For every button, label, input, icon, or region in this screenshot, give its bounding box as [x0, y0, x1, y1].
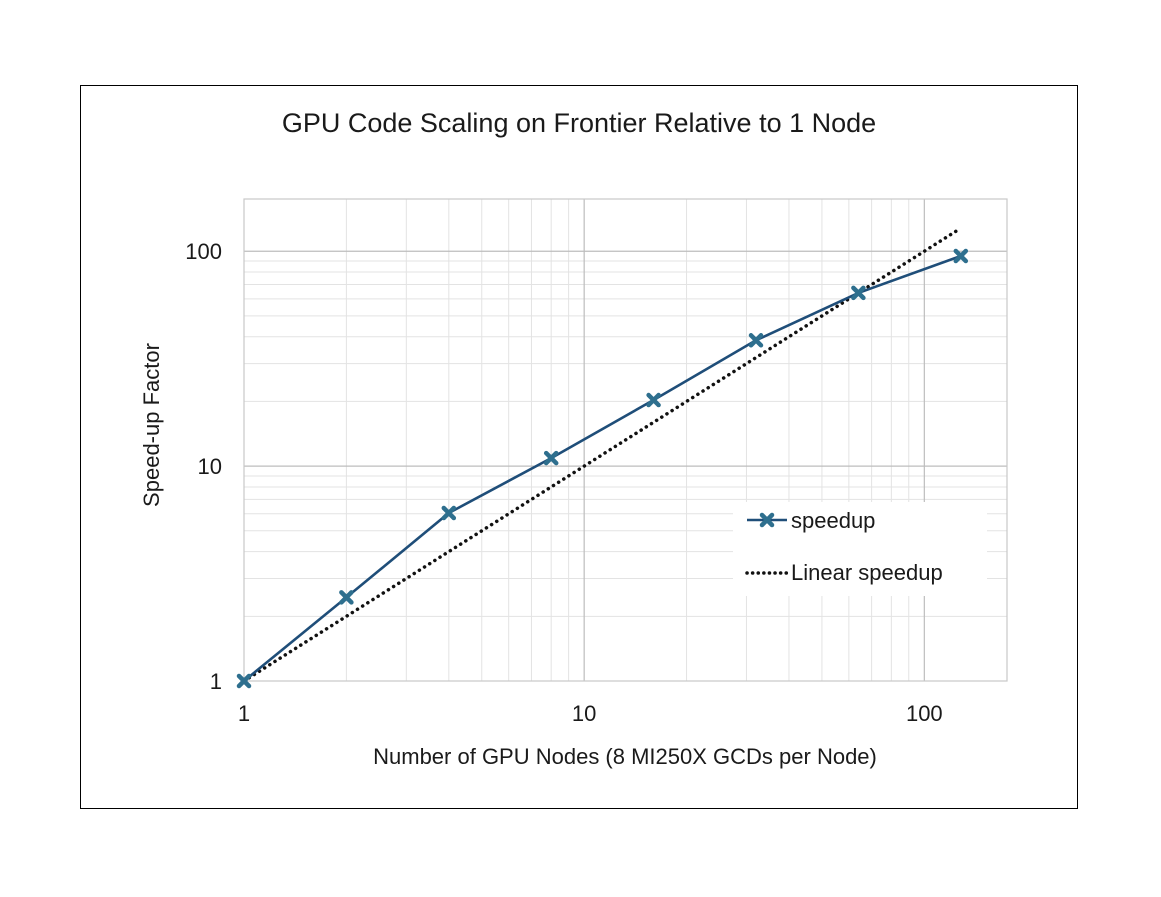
- grid-minor: [244, 199, 1007, 681]
- series-layer: [236, 226, 969, 689]
- data-point-marker: [646, 392, 661, 408]
- legend-box: [733, 502, 987, 596]
- y-tick-label: 10: [198, 454, 222, 479]
- plot-border: [243, 198, 1008, 682]
- legend-label-linear-speedup: Linear speedup: [791, 560, 943, 585]
- y-tick-labels: 1 10 100: [185, 239, 222, 694]
- x-tick-labels: 1 10 100: [238, 701, 943, 726]
- data-point-marker: [851, 285, 866, 301]
- data-point-marker: [441, 505, 457, 521]
- grid-major: [244, 199, 1007, 681]
- y-axis-label: Speed-up Factor: [139, 343, 164, 507]
- chart-title: GPU Code Scaling on Frontier Relative to…: [282, 108, 876, 138]
- y-tick-label: 1: [210, 669, 222, 694]
- data-point-marker: [339, 590, 354, 605]
- x-tick-label: 100: [906, 701, 943, 726]
- series-line-linear-speedup: [242, 226, 963, 683]
- series-line-speedup: [243, 254, 962, 683]
- x-tick-label: 1: [238, 701, 250, 726]
- chart-frame: GPU Code Scaling on Frontier Relative to…: [80, 85, 1078, 809]
- x-axis-label: Number of GPU Nodes (8 MI250X GCDs per N…: [373, 744, 877, 769]
- chart-svg: GPU Code Scaling on Frontier Relative to…: [139, 108, 1008, 769]
- data-point-marker: [759, 512, 775, 528]
- legend: speedup Linear speedup: [733, 502, 987, 596]
- data-point-marker: [543, 450, 559, 466]
- legend-label-speedup: speedup: [791, 508, 875, 533]
- data-point-marker: [748, 333, 764, 348]
- data-point-marker: [236, 673, 252, 689]
- y-tick-label: 100: [185, 239, 222, 264]
- data-point-marker: [953, 248, 969, 264]
- x-tick-label: 10: [572, 701, 596, 726]
- legend-marker-speedup: [759, 512, 775, 528]
